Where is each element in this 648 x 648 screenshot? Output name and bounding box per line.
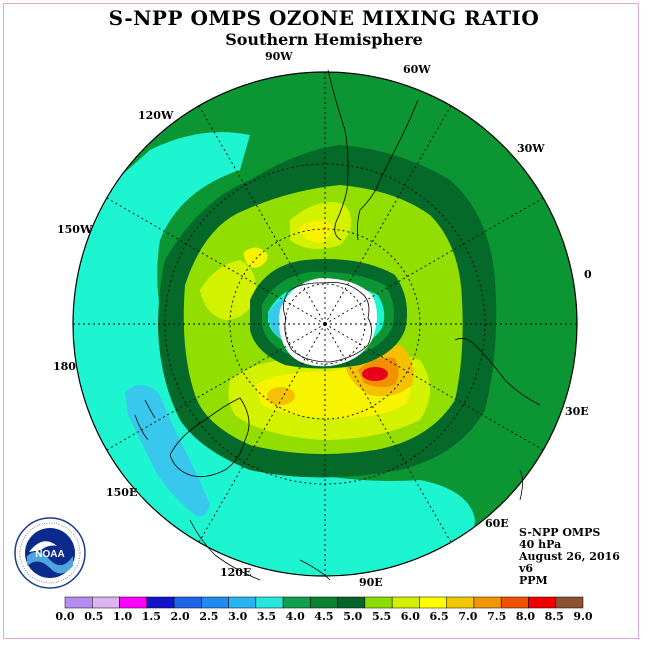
longitude-labels: 90W 60W 30W 0 30E 60E 90E 120E 150E 180 … (53, 50, 592, 589)
colorbar-swatch (119, 596, 148, 609)
colorbar-tick-label: 4.0 (286, 610, 305, 623)
colorbar-swatch (446, 596, 475, 609)
coast-indian-ocean (189, 519, 331, 581)
colorbar-swatch (500, 596, 529, 609)
lon-label-30w: 30W (517, 142, 545, 155)
colorbar-swatch (64, 596, 93, 609)
colorbar-swatch (201, 596, 229, 609)
colorbar-swatch (255, 596, 284, 609)
field-gold-patch (267, 387, 295, 405)
longitude-spoke (198, 105, 326, 325)
info-level: 40 hPa (519, 538, 562, 551)
longitude-spoke (198, 323, 326, 543)
colorbar-tick-label: 7.5 (487, 610, 506, 623)
colorbar-tick-label: 1.0 (113, 610, 132, 623)
lon-label-120w: 120W (138, 109, 174, 122)
colorbar-swatch (337, 596, 366, 609)
colorbar-swatch (419, 596, 447, 609)
colorbar-tick-label: 9.0 (573, 610, 592, 623)
lon-label-60w: 60W (403, 63, 431, 76)
colorbar: 0.0 0.5 1.0 1.5 2.0 2.5 3.0 3.5 4.0 4.5 5.0 5.5 6.0 6… (55, 596, 593, 623)
logo-text: NOAA (35, 549, 64, 560)
latitude-circle-inner (284, 283, 366, 365)
south-pole-dot (323, 322, 327, 326)
lon-label-150e: 150E (106, 486, 137, 499)
field-red-max (362, 367, 388, 381)
coast-new-zealand (134, 399, 156, 441)
lon-label-180: 180 (53, 360, 76, 373)
field-low-patch (125, 385, 210, 517)
colorbar-swatch (146, 596, 175, 609)
colorbar-tick-label: 8.5 (545, 610, 564, 623)
info-units: PPM (519, 574, 548, 587)
longitude-spoke (106, 197, 326, 325)
colorbar-tick-label: 5.0 (343, 610, 362, 623)
field-yellow-patch-west (243, 247, 268, 268)
colorbar-tick-label: 8.0 (516, 610, 535, 623)
colorbar-swatch (310, 596, 338, 609)
colorbar-tick-label: 3.0 (228, 610, 247, 623)
field-yellow-patch-north (298, 220, 333, 243)
lon-label-60e: 60E (485, 517, 509, 530)
latitude-circle-outer (164, 163, 486, 485)
colorbar-swatch (391, 596, 420, 609)
colorbar-swatch (473, 596, 502, 609)
field-yellow-green-patch-west (200, 260, 256, 320)
longitude-spoke (324, 323, 452, 543)
map-disc-outline (72, 71, 578, 577)
map-title: S-NPP OMPS OZONE MIXING RATIO (108, 6, 540, 30)
longitude-spoke (324, 105, 452, 325)
longitude-spoke (324, 323, 544, 451)
colorbar-tick-label: 7.0 (458, 610, 477, 623)
colorbar-tick-label: 3.5 (257, 610, 276, 623)
lon-label-150w: 150W (57, 223, 93, 236)
info-product: S-NPP OMPS (519, 526, 601, 539)
coastlines (134, 69, 541, 581)
longitude-spoke (324, 197, 544, 325)
colorbar-swatch (228, 596, 257, 609)
colorbar-tick-label: 6.5 (430, 610, 449, 623)
coast-australia (169, 397, 250, 478)
lon-label-30e: 30E (565, 405, 589, 418)
colorbar-swatch (173, 596, 202, 609)
colorbar-swatch (282, 596, 311, 609)
longitude-spoke (106, 323, 326, 451)
info-version: v6 (519, 562, 534, 575)
colorbar-tick-label: 1.5 (142, 610, 161, 623)
coast-africa (454, 337, 541, 501)
lon-label-90e: 90E (359, 576, 383, 589)
colorbar-tick-label: 4.5 (314, 610, 333, 623)
colorbar-tick-label: 0.5 (84, 610, 103, 623)
lon-label-0: 0 (584, 268, 592, 281)
colorbar-tick-label: 2.5 (199, 610, 218, 623)
lon-label-90w: 90W (265, 50, 293, 63)
field-ocean-low-region (73, 132, 475, 576)
colorbar-swatch (364, 596, 393, 609)
colorbar-swatch (528, 596, 556, 609)
latitude-circle-mid (229, 228, 421, 420)
colorbar-swatch (555, 596, 584, 609)
colorbar-tick-label: 2.0 (171, 610, 190, 623)
colorbar-tick-label: 6.0 (401, 610, 420, 623)
colorbar-tick-label: 5.5 (372, 610, 391, 623)
ozone-field (73, 72, 577, 576)
info-date: August 26, 2016 (519, 550, 620, 563)
map-subtitle: Southern Hemisphere (225, 30, 423, 49)
colorbar-tick-label: 0.0 (55, 610, 74, 623)
longitude-grid (73, 72, 577, 576)
noaa-logo: NOAA (14, 517, 86, 589)
coast-south-america (327, 69, 419, 241)
lon-label-120e: 120E (220, 566, 251, 579)
colorbar-swatch (92, 596, 120, 609)
info-block: S-NPP OMPS 40 hPa August 26, 2016 v6 PPM (519, 527, 620, 587)
latitude-grid (164, 163, 486, 485)
figure-frame (3, 3, 639, 639)
polar-night-no-data (279, 278, 377, 367)
